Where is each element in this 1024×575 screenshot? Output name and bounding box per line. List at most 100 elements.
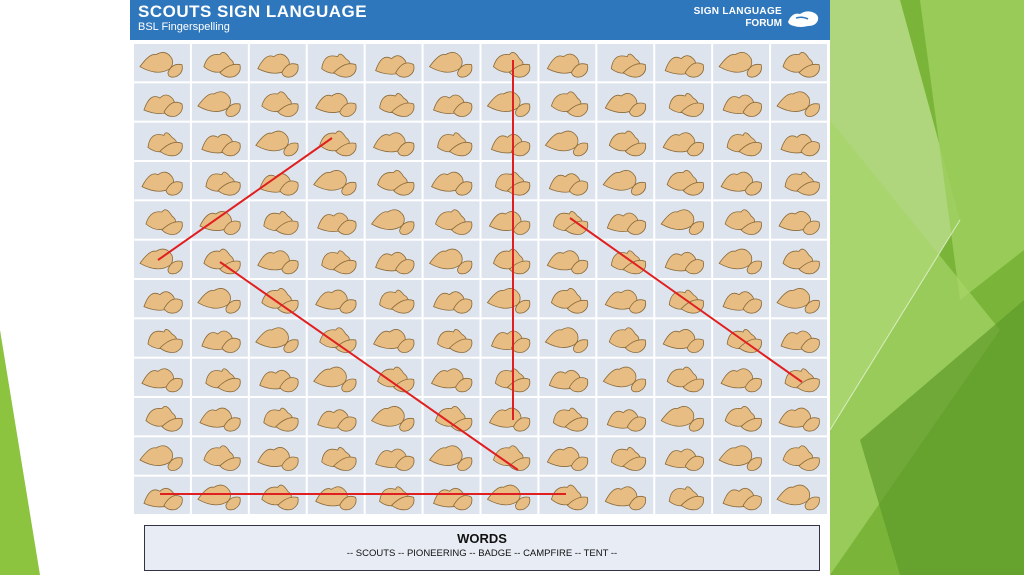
grid-cell: [539, 44, 596, 82]
hand-sign-icon: [550, 484, 589, 511]
grid-cell: [191, 280, 248, 318]
hand-sign-icon: [261, 91, 299, 117]
hand-sign-icon: [435, 209, 473, 235]
hand-sign-icon: [257, 53, 299, 78]
grid-cell: [134, 44, 190, 82]
hand-sign-icon: [602, 170, 647, 196]
grid-cell: [481, 358, 538, 396]
grid-cell: [134, 122, 190, 160]
grid-cell: [365, 476, 422, 514]
grid-cell: [365, 280, 422, 318]
grid-cell: [597, 201, 654, 239]
hand-sign-icon: [428, 52, 473, 78]
letter-grid: [134, 44, 827, 514]
hand-sign-icon: [431, 171, 473, 196]
grid-cell: [481, 122, 538, 160]
grid-cell: [134, 201, 190, 239]
grid-cell: [423, 162, 480, 200]
grid-cell: [655, 44, 712, 82]
logo-line1: SIGN LANGUAGE: [693, 6, 782, 17]
hand-sign-icon: [546, 53, 589, 78]
grid-cell: [249, 83, 306, 121]
hand-sign-icon: [495, 171, 531, 196]
hand-sign-icon: [321, 53, 357, 78]
hand-sign-icon: [720, 171, 762, 196]
hand-sign-icon: [552, 407, 589, 432]
grid-cell: [307, 476, 364, 514]
hand-sign-icon: [604, 93, 647, 117]
grid-cell: [423, 83, 480, 121]
hand-sign-icon: [724, 406, 762, 432]
grid-cell: [307, 201, 364, 239]
grid-cell: [134, 358, 190, 396]
grid-cell: [597, 280, 654, 318]
grid-cell: [539, 319, 596, 357]
grid-cell: [191, 319, 248, 357]
grid-cell: [771, 437, 827, 475]
hand-sign-icon: [608, 130, 647, 157]
grid-cell: [249, 122, 306, 160]
grid-cell: [655, 358, 712, 396]
grid-cell: [307, 162, 364, 200]
hand-sign-icon: [666, 170, 704, 196]
grid-cell: [191, 201, 248, 239]
grid-cell: [655, 476, 712, 514]
hand-sign-icon: [776, 484, 820, 511]
grid-cell: [481, 44, 538, 82]
hand-sign-icon: [722, 487, 762, 511]
hand-sign-icon: [718, 52, 762, 78]
grid-cell: [597, 358, 654, 396]
logo-line2: FORUM: [745, 18, 782, 29]
grid-cell: [655, 83, 712, 121]
grid-cell: [307, 358, 364, 396]
grid-cell: [423, 201, 480, 239]
hand-sign-icon: [379, 93, 415, 117]
grid-cell: [597, 240, 654, 278]
grid-cell: [655, 240, 712, 278]
grid-cell: [539, 122, 596, 160]
grid-cell: [655, 280, 712, 318]
hand-sign-icon: [379, 486, 415, 511]
grid-cell: [597, 476, 654, 514]
hand-sign-icon: [490, 133, 531, 157]
hand-sign-icon: [550, 91, 589, 117]
grid-cell: [191, 162, 248, 200]
hand-sign-icon: [548, 173, 589, 196]
grid-cell: [191, 476, 248, 514]
hand-sign-icon: [433, 94, 473, 117]
hand-sign-icon: [197, 91, 241, 117]
hand-sign-icon: [544, 130, 589, 157]
grid-cell: [771, 201, 827, 239]
hand-sign-icon: [776, 91, 820, 117]
grid-cell: [597, 319, 654, 357]
grid-cell: [771, 398, 827, 436]
hand-sign-icon: [718, 445, 762, 471]
hand-sign-icon: [315, 93, 357, 117]
grid-cell: [713, 44, 770, 82]
hand-sign-icon: [437, 132, 473, 157]
grid-cell: [481, 240, 538, 278]
grid-cell: [365, 319, 422, 357]
grid-cell: [365, 44, 422, 82]
grid-cell: [307, 240, 364, 278]
grid-cell: [771, 319, 827, 357]
grid-cell: [423, 358, 480, 396]
grid-cell: [539, 476, 596, 514]
hand-sign-icon: [139, 445, 183, 471]
grid-cell: [771, 44, 827, 82]
grid-cell: [597, 398, 654, 436]
grid-cell: [423, 280, 480, 318]
grid-cell: [134, 398, 190, 436]
grid-cell: [423, 240, 480, 278]
grid-cell: [365, 240, 422, 278]
grid-cell: [713, 398, 770, 436]
hand-sign-icon: [662, 132, 704, 157]
grid-cell: [771, 83, 827, 121]
grid-cell: [307, 83, 364, 121]
grid-cell: [655, 122, 712, 160]
grid-cell: [481, 437, 538, 475]
grid-cell: [713, 201, 770, 239]
hand-sign-icon: [143, 291, 183, 314]
grid-cell: [481, 83, 538, 121]
grid-cell: [597, 44, 654, 82]
